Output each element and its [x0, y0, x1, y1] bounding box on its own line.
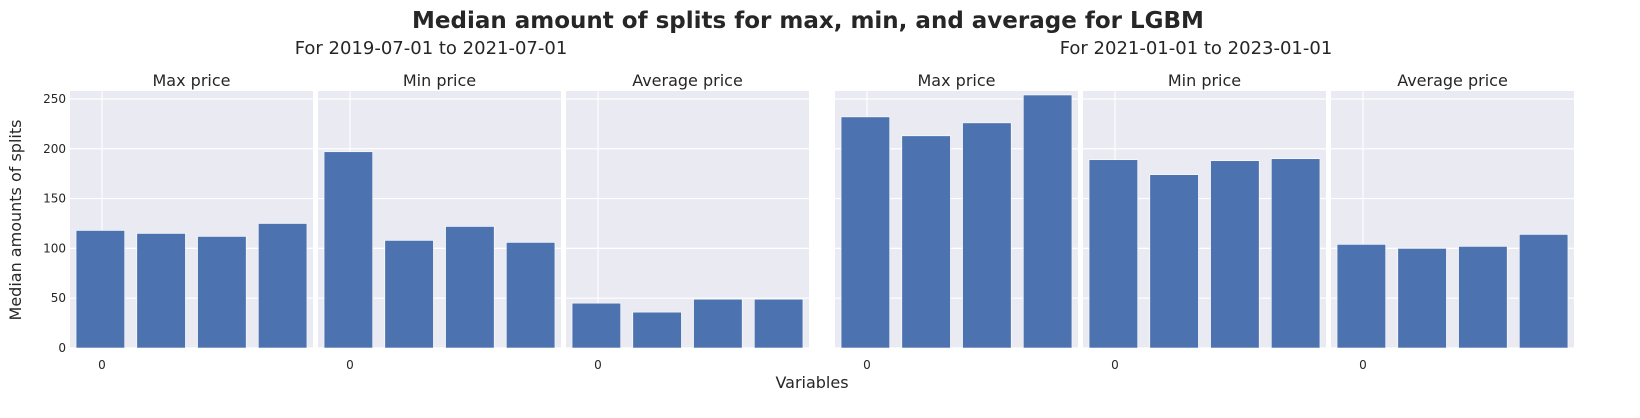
y-tick-label: 200	[43, 142, 66, 156]
panel-title: Average price	[1397, 71, 1508, 90]
x-tick-label: 0	[98, 358, 106, 372]
bar	[384, 240, 434, 349]
bar	[962, 122, 1012, 349]
bar	[571, 302, 621, 349]
group-title-2: For 2021-01-01 to 2023-01-01	[1060, 38, 1333, 59]
panel-2-1: Max price 0	[835, 71, 1078, 372]
bar	[840, 116, 890, 349]
chart-title: Median amount of splits for max, min, an…	[412, 8, 1204, 34]
y-tick-label: 250	[43, 92, 66, 106]
x-axis-label: Variables	[775, 373, 848, 392]
y-axis-label: Median amounts of splits	[6, 120, 25, 321]
bar	[323, 151, 373, 349]
bar	[136, 233, 186, 349]
x-tick-label: 0	[1111, 358, 1119, 372]
bar	[1458, 246, 1508, 349]
y-tick-label: 0	[58, 341, 66, 355]
bar	[1023, 94, 1073, 349]
bar	[693, 298, 743, 349]
bar	[1210, 160, 1260, 349]
panel-2-3: Average price 0	[1331, 71, 1574, 372]
bar	[1397, 248, 1447, 349]
x-tick-label: 0	[1359, 358, 1367, 372]
y-tick-label: 100	[43, 241, 66, 255]
x-tick-label: 0	[346, 358, 354, 372]
panel-title: Average price	[632, 71, 743, 90]
panel-2-2: Min price 0	[1083, 71, 1326, 372]
bar	[197, 236, 247, 349]
bar	[754, 298, 804, 349]
bar	[258, 223, 308, 349]
panel-title: Min price	[1168, 71, 1241, 90]
bar	[506, 242, 556, 349]
panel-1-1: Max price 0	[70, 71, 313, 372]
bar	[1149, 174, 1199, 349]
panel-1-2: Min price 0	[318, 71, 561, 372]
bar	[1271, 158, 1321, 349]
x-tick-label: 0	[863, 358, 871, 372]
panel-1-3: Average price 0	[566, 71, 809, 372]
bar	[75, 230, 125, 349]
panel-title: Max price	[153, 71, 231, 90]
bar	[1519, 234, 1569, 349]
bar	[632, 311, 682, 349]
x-tick-label: 0	[594, 358, 602, 372]
bar	[1088, 159, 1138, 349]
group-title-1: For 2019-07-01 to 2021-07-01	[295, 38, 568, 59]
y-tick-label: 50	[51, 291, 66, 305]
panel-title: Min price	[403, 71, 476, 90]
bar	[1336, 244, 1386, 349]
y-tick-label: 150	[43, 192, 66, 206]
panel-title: Max price	[918, 71, 996, 90]
bar	[901, 135, 951, 349]
bar	[445, 226, 495, 349]
